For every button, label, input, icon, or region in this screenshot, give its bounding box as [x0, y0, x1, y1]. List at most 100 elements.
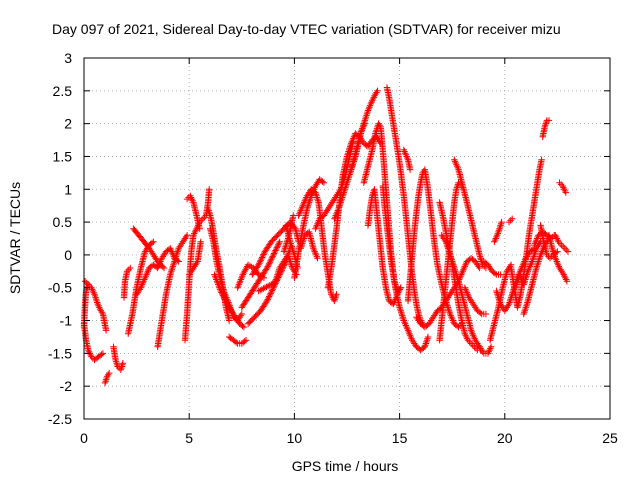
- data-point: [395, 287, 403, 295]
- data-point: [423, 338, 430, 346]
- data-point: [453, 184, 461, 191]
- data-point: [414, 315, 421, 323]
- data-point: [462, 286, 469, 293]
- data-point: [534, 259, 542, 267]
- series-arc06: [120, 264, 134, 301]
- data-point: [448, 314, 455, 321]
- y-tick-label: 0: [64, 247, 72, 263]
- data-point: [563, 278, 571, 285]
- data-point: [241, 338, 248, 345]
- data-point: [548, 245, 556, 252]
- data-point: [445, 248, 453, 255]
- data-point: [266, 259, 274, 266]
- data-point: [300, 200, 307, 208]
- data-point: [487, 343, 495, 350]
- data-point: [556, 179, 563, 186]
- data-point: [369, 95, 377, 103]
- data-point: [174, 248, 181, 255]
- data-point: [477, 309, 484, 317]
- data-point: [101, 379, 109, 387]
- data-point: [241, 268, 248, 275]
- data-point: [562, 274, 569, 282]
- series-arc09: [133, 245, 182, 298]
- data-point: [404, 327, 412, 334]
- data-point: [346, 171, 353, 178]
- data-point: [262, 266, 270, 273]
- series-arc36: [400, 146, 414, 173]
- data-point: [372, 90, 379, 98]
- data-point: [560, 243, 567, 250]
- data-point: [559, 182, 566, 190]
- data-point: [199, 215, 207, 222]
- data-point: [469, 299, 476, 306]
- y-tick-label: 1.5: [53, 148, 73, 164]
- data-point: [219, 292, 227, 299]
- data-point: [446, 291, 454, 298]
- data-point: [470, 333, 478, 341]
- data-point: [275, 240, 283, 247]
- data-point: [498, 218, 505, 226]
- data-point: [494, 307, 501, 314]
- data-point: [528, 259, 535, 267]
- data-point: [264, 296, 271, 303]
- data-point: [254, 263, 261, 270]
- data-point: [555, 238, 562, 245]
- data-point: [141, 248, 149, 255]
- data-point: [397, 284, 404, 291]
- plot-frame: [83, 57, 611, 420]
- data-point: [255, 261, 262, 268]
- data-point: [267, 290, 274, 297]
- data-point: [467, 327, 475, 334]
- data-point: [215, 282, 223, 290]
- data-point: [106, 369, 113, 377]
- data-point: [187, 194, 195, 201]
- data-point: [491, 236, 499, 244]
- series-arc08: [130, 225, 168, 272]
- data-point: [219, 290, 226, 298]
- data-point: [119, 360, 127, 367]
- data-point: [190, 232, 197, 239]
- data-point: [333, 291, 340, 298]
- data-point: [314, 197, 322, 204]
- data-point: [425, 320, 433, 327]
- data-point: [493, 232, 501, 239]
- data-point: [366, 154, 374, 162]
- data-point: [160, 264, 168, 272]
- data-point: [303, 205, 311, 213]
- data-point: [476, 251, 483, 259]
- data-point: [143, 271, 150, 278]
- data-point: [273, 244, 281, 251]
- data-point: [170, 259, 178, 267]
- data-point: [211, 271, 218, 278]
- data-point: [155, 263, 162, 270]
- data-point: [281, 245, 289, 252]
- data-point: [312, 189, 319, 196]
- data-point: [460, 264, 468, 272]
- data-point: [302, 195, 309, 203]
- data-point: [530, 253, 537, 260]
- data-point: [503, 304, 511, 311]
- data-point: [403, 153, 410, 160]
- data-point: [191, 228, 199, 236]
- data-point: [276, 238, 283, 245]
- data-point: [531, 240, 539, 247]
- data-point: [181, 235, 189, 242]
- data-point: [554, 261, 562, 268]
- data-point: [237, 312, 244, 319]
- data-point: [485, 348, 492, 355]
- data-point: [463, 287, 470, 295]
- data-point: [545, 117, 553, 124]
- data-point: [555, 263, 562, 270]
- data-point: [376, 122, 383, 129]
- series-arc13: [186, 238, 204, 278]
- data-point: [473, 338, 480, 346]
- data-point: [323, 207, 331, 214]
- data-point: [408, 335, 415, 342]
- data-point: [314, 195, 321, 203]
- data-point: [469, 342, 476, 349]
- data-point: [298, 243, 305, 250]
- data-point: [257, 257, 264, 264]
- series-arc19: [238, 238, 283, 311]
- data-point: [342, 182, 350, 190]
- data-point: [390, 299, 398, 306]
